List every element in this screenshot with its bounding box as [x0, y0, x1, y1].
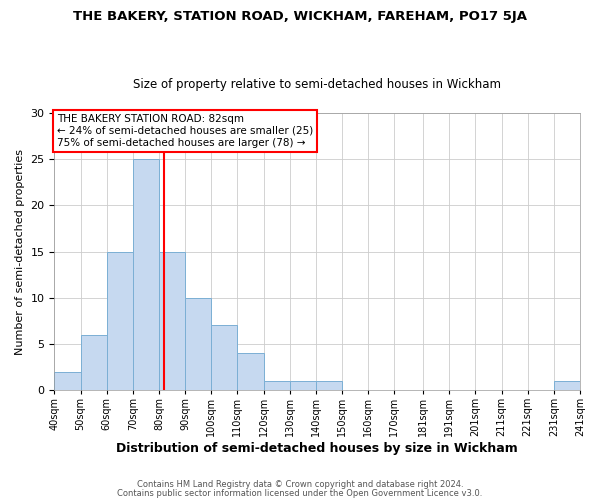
Title: Size of property relative to semi-detached houses in Wickham: Size of property relative to semi-detach…	[133, 78, 501, 91]
Bar	[316, 381, 342, 390]
Bar	[263, 381, 290, 390]
Bar	[185, 298, 211, 390]
Bar	[290, 381, 316, 390]
Text: THE BAKERY STATION ROAD: 82sqm
← 24% of semi-detached houses are smaller (25)
75: THE BAKERY STATION ROAD: 82sqm ← 24% of …	[57, 114, 313, 148]
Text: Contains HM Land Registry data © Crown copyright and database right 2024.: Contains HM Land Registry data © Crown c…	[137, 480, 463, 489]
Bar	[554, 381, 580, 390]
X-axis label: Distribution of semi-detached houses by size in Wickham: Distribution of semi-detached houses by …	[116, 442, 518, 455]
Bar	[238, 353, 263, 390]
Text: Contains public sector information licensed under the Open Government Licence v3: Contains public sector information licen…	[118, 488, 482, 498]
Bar	[107, 252, 133, 390]
Text: THE BAKERY, STATION ROAD, WICKHAM, FAREHAM, PO17 5JA: THE BAKERY, STATION ROAD, WICKHAM, FAREH…	[73, 10, 527, 23]
Y-axis label: Number of semi-detached properties: Number of semi-detached properties	[15, 148, 25, 354]
Bar	[211, 326, 238, 390]
Bar	[80, 334, 107, 390]
Bar	[133, 159, 159, 390]
Bar	[55, 372, 80, 390]
Bar	[159, 252, 185, 390]
